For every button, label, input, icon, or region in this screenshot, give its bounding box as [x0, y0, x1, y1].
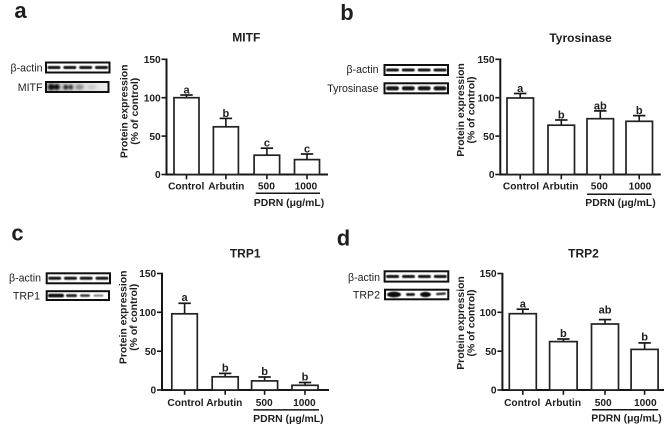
svg-text:0: 0 — [151, 386, 157, 397]
svg-text:500: 500 — [256, 398, 273, 409]
svg-text:(% of control): (% of control) — [466, 290, 477, 357]
svg-text:b: b — [636, 105, 643, 117]
svg-text:150: 150 — [478, 55, 495, 66]
svg-text:a: a — [182, 292, 189, 304]
svg-text:Protein expression: Protein expression — [119, 271, 130, 365]
svg-text:d: d — [337, 226, 350, 251]
svg-text:β-actin: β-actin — [348, 272, 380, 284]
svg-text:PDRN (μg/mL): PDRN (μg/mL) — [591, 414, 661, 425]
svg-text:1000: 1000 — [634, 398, 657, 409]
svg-text:a: a — [183, 84, 190, 96]
svg-text:1000: 1000 — [629, 182, 652, 193]
svg-text:100: 100 — [478, 93, 495, 104]
svg-text:TRP1: TRP1 — [13, 290, 40, 302]
svg-text:β-actin: β-actin — [9, 272, 41, 284]
svg-text:Arbutin: Arbutin — [208, 182, 244, 193]
svg-text:b: b — [222, 363, 229, 375]
svg-text:TRP2: TRP2 — [568, 246, 599, 260]
svg-text:b: b — [641, 331, 648, 343]
svg-text:Arbutin: Arbutin — [542, 182, 578, 193]
svg-text:50: 50 — [485, 347, 497, 358]
svg-text:50: 50 — [483, 132, 495, 143]
svg-text:ab: ab — [599, 304, 612, 316]
svg-text:a: a — [14, 0, 27, 23]
svg-text:Protein expression: Protein expression — [120, 65, 131, 159]
svg-text:(% of control): (% of control) — [130, 78, 141, 145]
svg-text:Protein expression: Protein expression — [456, 276, 467, 370]
svg-text:0: 0 — [155, 170, 161, 181]
svg-text:500: 500 — [595, 398, 612, 409]
svg-text:PDRN (μg/mL): PDRN (μg/mL) — [585, 198, 655, 209]
svg-text:c: c — [11, 220, 23, 245]
svg-text:50: 50 — [145, 347, 157, 358]
svg-text:1000: 1000 — [293, 398, 316, 409]
svg-text:b: b — [223, 108, 230, 120]
svg-text:b: b — [560, 328, 567, 340]
svg-text:Control: Control — [167, 398, 203, 409]
svg-text:Tyrosinase: Tyrosinase — [327, 83, 378, 95]
svg-text:100: 100 — [139, 308, 156, 319]
svg-text:150: 150 — [139, 269, 156, 280]
svg-text:(% of control): (% of control) — [129, 284, 140, 351]
svg-text:TRP1: TRP1 — [230, 246, 261, 260]
svg-text:50: 50 — [149, 132, 161, 143]
svg-text:500: 500 — [258, 182, 275, 193]
svg-text:PDRN (μg/mL): PDRN (μg/mL) — [254, 198, 324, 209]
svg-text:TRP2: TRP2 — [353, 290, 380, 302]
svg-text:100: 100 — [144, 93, 161, 104]
svg-text:PDRN (μg/mL): PDRN (μg/mL) — [253, 414, 323, 425]
svg-text:1000: 1000 — [295, 182, 318, 193]
svg-text:0: 0 — [491, 386, 497, 397]
svg-text:150: 150 — [480, 269, 497, 280]
svg-text:Arbutin: Arbutin — [545, 398, 581, 409]
svg-text:Control: Control — [168, 182, 204, 193]
svg-text:500: 500 — [591, 182, 608, 193]
svg-text:0: 0 — [489, 170, 495, 181]
svg-text:100: 100 — [480, 308, 497, 319]
svg-text:(% of control): (% of control) — [466, 77, 477, 144]
svg-text:Arbutin: Arbutin — [206, 398, 242, 409]
svg-text:a: a — [517, 83, 524, 95]
svg-text:Protein expression: Protein expression — [456, 63, 467, 157]
svg-text:b: b — [302, 372, 309, 384]
svg-text:b: b — [558, 109, 565, 121]
svg-text:MITF: MITF — [18, 82, 43, 94]
svg-text:c: c — [304, 143, 310, 155]
svg-text:b: b — [261, 366, 268, 378]
svg-text:Control: Control — [503, 182, 539, 193]
svg-text:150: 150 — [144, 55, 161, 66]
svg-text:Tyrosinase: Tyrosinase — [549, 31, 612, 45]
svg-text:a: a — [520, 299, 527, 311]
svg-text:β-actin: β-actin — [347, 64, 379, 76]
svg-text:MITF: MITF — [232, 31, 260, 45]
svg-text:c: c — [264, 137, 270, 149]
svg-text:β-actin: β-actin — [11, 62, 43, 74]
svg-text:ab: ab — [594, 100, 607, 112]
svg-text:Control: Control — [504, 398, 540, 409]
svg-text:b: b — [340, 0, 353, 25]
